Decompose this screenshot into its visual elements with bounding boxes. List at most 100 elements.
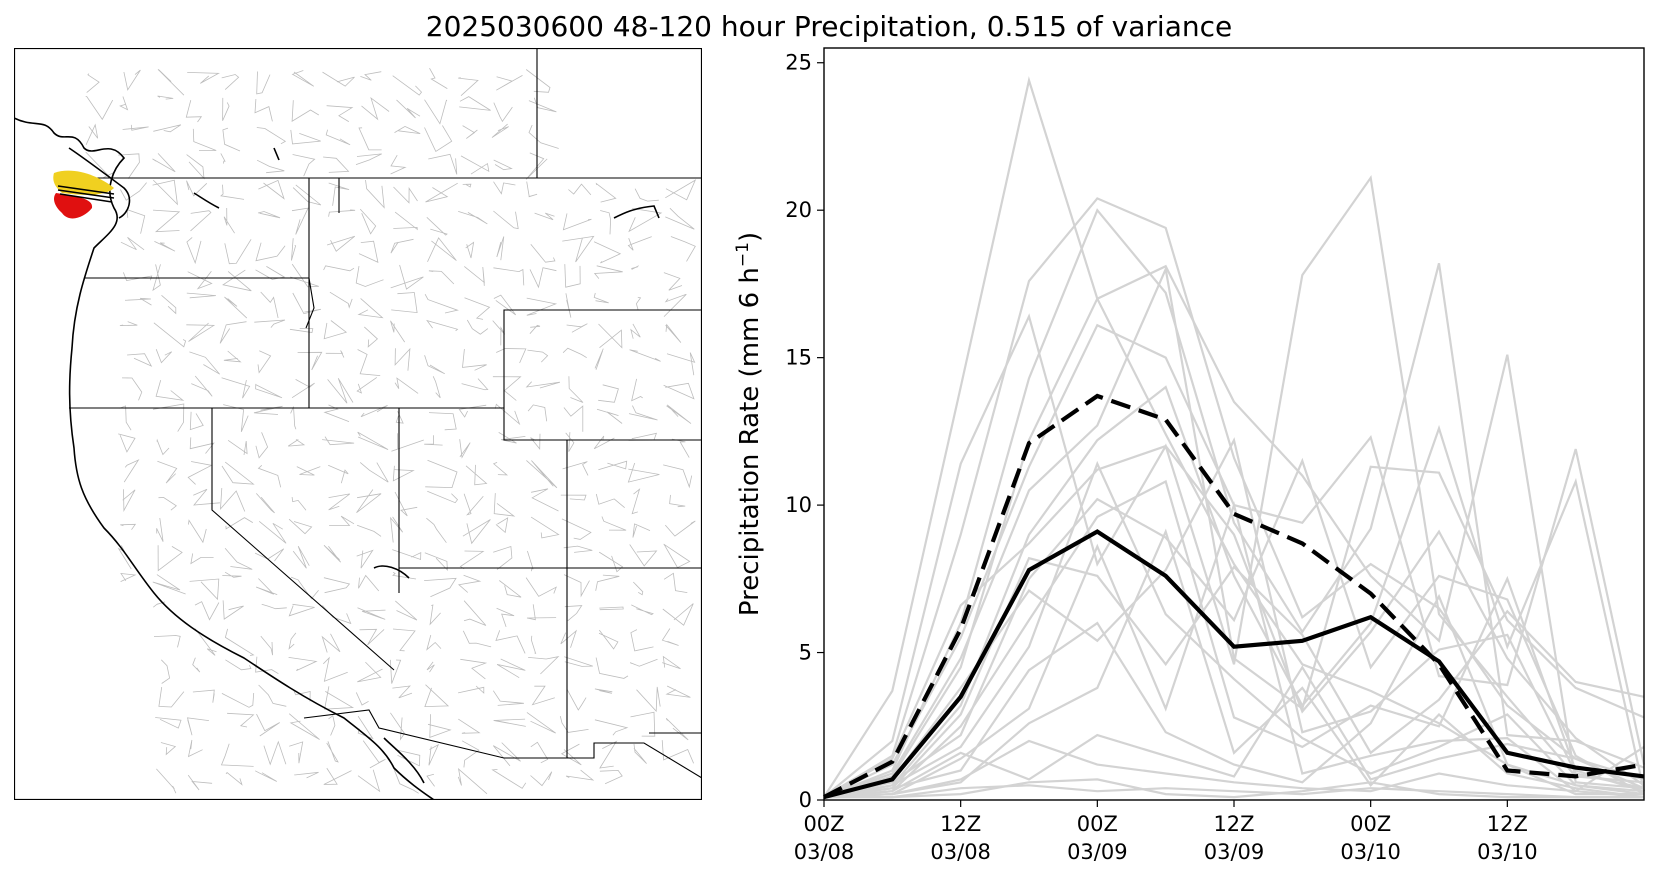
watershed-segment <box>390 516 404 543</box>
watershed-segment <box>427 490 459 504</box>
watershed-segment <box>495 517 509 534</box>
watershed-segment <box>464 266 485 286</box>
x-tick-label-bottom-0: 03/08 <box>794 840 855 864</box>
watershed-segment <box>565 432 575 452</box>
state-borders <box>69 48 702 779</box>
watershed-segment <box>564 656 593 667</box>
watershed-segment <box>263 740 287 766</box>
watershed-segment <box>127 353 153 367</box>
x-tick-label-top-3: 12Z <box>1213 812 1254 836</box>
watershed-segment <box>191 375 213 397</box>
watershed-segment <box>362 740 386 769</box>
watershed-segment <box>529 324 541 334</box>
watershed-segment <box>160 742 177 756</box>
watershed-segment <box>361 97 390 121</box>
watershed-segment <box>562 235 595 263</box>
watershed-segment <box>598 384 619 403</box>
coastline <box>14 117 660 800</box>
watershed-segment <box>493 210 519 230</box>
watershed-segment <box>530 635 537 655</box>
watershed-segment <box>157 69 185 96</box>
watershed-segment <box>329 515 355 526</box>
x-tick-label-top-2: 00Z <box>1077 812 1118 836</box>
watershed-segment <box>463 600 487 626</box>
watershed-segment <box>157 95 174 100</box>
watershed-segment <box>357 431 389 450</box>
watershed-segment <box>258 684 287 707</box>
watershed-segment <box>393 186 418 204</box>
watershed-boundaries <box>85 68 697 795</box>
watershed-segment <box>631 265 639 270</box>
watershed-segment <box>425 459 458 489</box>
watershed-segment <box>393 768 419 794</box>
watershed-segment <box>257 211 281 219</box>
watershed-segment <box>355 692 369 706</box>
watershed-segment <box>426 319 459 332</box>
member-line-8 <box>823 265 1645 799</box>
watershed-segment <box>424 125 453 152</box>
watershed-segment <box>634 188 659 202</box>
watershed-segment <box>323 577 351 594</box>
watershed-segment <box>189 578 220 601</box>
watershed-segment <box>161 659 171 684</box>
watershed-segment <box>628 405 658 421</box>
watershed-segment <box>359 462 389 483</box>
watershed-segment <box>288 713 320 740</box>
watershed-segment <box>428 412 457 431</box>
watershed-segment <box>598 323 623 349</box>
watershed-segment <box>525 381 561 389</box>
watershed-segment <box>224 628 255 656</box>
watershed-segment <box>525 69 551 93</box>
watershed-segment <box>594 688 613 694</box>
watershed-segment <box>561 518 592 540</box>
watershed-segment <box>187 72 220 84</box>
watershed-segment <box>390 238 414 254</box>
watershed-segment <box>221 74 240 90</box>
watershed-segment <box>356 489 382 514</box>
watershed-segment <box>120 236 145 251</box>
watershed-segment <box>633 581 644 596</box>
watershed-segment <box>328 464 349 484</box>
watershed-segment <box>85 123 99 145</box>
watershed-segment <box>294 771 319 779</box>
watershed-segment <box>665 685 691 698</box>
watershed-segment <box>529 267 557 289</box>
watershed-segment <box>224 547 253 570</box>
watershed-segment <box>157 460 178 484</box>
watershed-segment <box>426 517 447 543</box>
watershed-segment <box>427 714 452 738</box>
member-line-14 <box>823 460 1645 799</box>
watershed-segment <box>493 267 525 286</box>
watershed-segment <box>223 350 242 363</box>
watershed-segment <box>458 718 481 734</box>
watershed-segment <box>123 69 141 91</box>
watershed-segment <box>192 128 217 151</box>
watershed-segment <box>526 604 557 621</box>
watershed-segment <box>193 488 220 506</box>
watershed-segment <box>665 323 682 343</box>
watershed-segment <box>663 293 687 317</box>
watershed-segment <box>291 207 309 235</box>
watershed-segment <box>392 465 415 482</box>
watershed-segment <box>631 604 654 616</box>
watershed-segment <box>256 713 280 737</box>
watershed-segment <box>491 123 509 138</box>
watershed-segment <box>118 433 136 453</box>
watershed-segment <box>630 323 641 339</box>
watershed-segment <box>289 328 314 333</box>
watershed-segment <box>256 159 285 174</box>
y-axis-label: Precipitation Rate (mm 6 h−1) <box>733 232 765 616</box>
y-tick-label-25: 25 <box>785 51 812 75</box>
y-axis: 0 5 10 15 20 25 <box>785 51 824 812</box>
watershed-segment <box>566 323 588 333</box>
watershed-segment <box>631 378 643 402</box>
watershed-segment <box>390 320 406 343</box>
x-tick-label-top-5: 12Z <box>1487 812 1528 836</box>
watershed-segment <box>296 466 321 476</box>
watershed-segment <box>593 241 622 264</box>
watershed-segment <box>328 493 351 511</box>
watershed-segment <box>564 605 583 622</box>
watershed-segment <box>394 377 419 394</box>
watershed-segment <box>525 577 557 597</box>
watershed-segment <box>458 77 479 96</box>
